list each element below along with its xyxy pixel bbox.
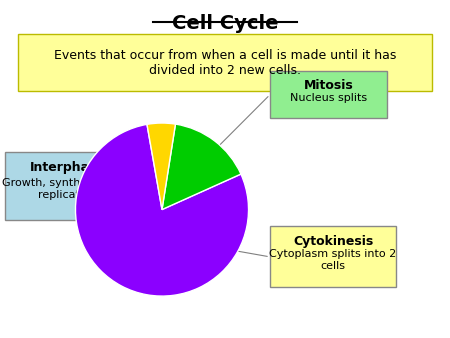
Wedge shape: [76, 124, 248, 296]
Wedge shape: [162, 124, 241, 210]
FancyBboxPatch shape: [18, 34, 432, 91]
FancyBboxPatch shape: [270, 226, 396, 287]
Text: Cytoplasm splits into 2
cells: Cytoplasm splits into 2 cells: [270, 249, 396, 271]
Text: Nucleus splits: Nucleus splits: [290, 93, 367, 103]
Text: Growth, synthesis, DNA
replication: Growth, synthesis, DNA replication: [2, 178, 133, 200]
FancyBboxPatch shape: [4, 152, 130, 220]
Text: Cytokinesis: Cytokinesis: [293, 235, 373, 248]
Text: Events that occur from when a cell is made until it has
divided into 2 new cells: Events that occur from when a cell is ma…: [54, 49, 396, 76]
Text: Mitosis: Mitosis: [304, 79, 353, 92]
Text: Cell Cycle: Cell Cycle: [172, 14, 278, 32]
Wedge shape: [147, 123, 176, 210]
FancyBboxPatch shape: [270, 71, 387, 118]
Text: Interphase: Interphase: [30, 161, 105, 173]
